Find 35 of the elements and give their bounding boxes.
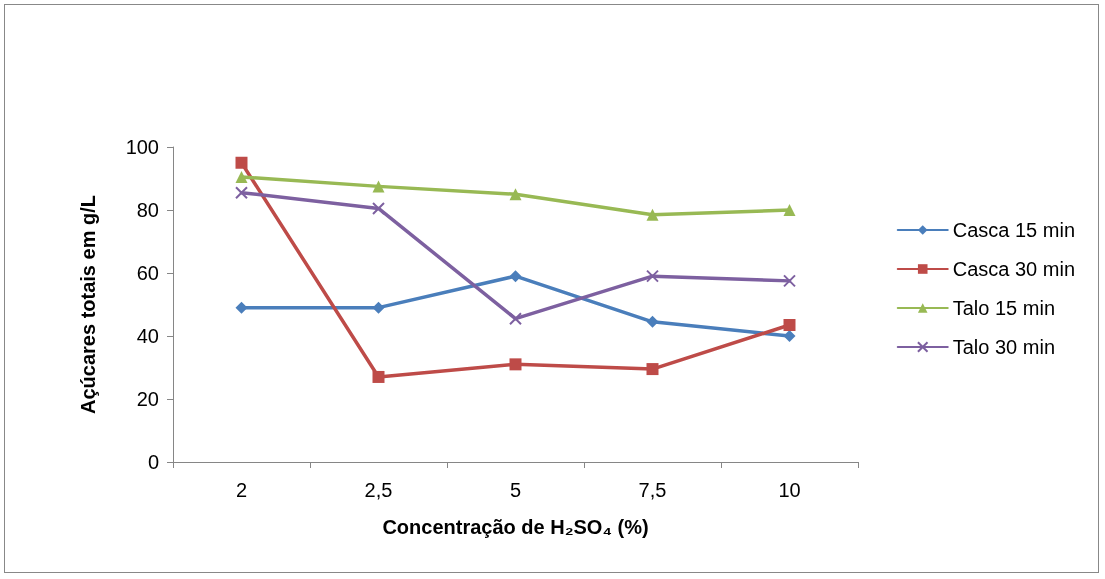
y-tick-label: 60 bbox=[136, 262, 159, 284]
y-tick-label: 100 bbox=[125, 136, 159, 158]
x-tick-label: 10 bbox=[778, 479, 801, 501]
point bbox=[783, 318, 796, 331]
point bbox=[783, 204, 796, 216]
point bbox=[509, 358, 522, 371]
x-axis-title: Concentração de H₂SO₄ (%) bbox=[382, 516, 649, 538]
point bbox=[646, 363, 659, 376]
y-axis-title: Açúcares totais em g/L bbox=[77, 195, 99, 414]
point bbox=[783, 274, 796, 288]
point bbox=[646, 269, 659, 283]
point bbox=[235, 186, 248, 200]
point bbox=[646, 208, 659, 221]
point bbox=[372, 201, 385, 215]
x-tick-label: 2,5 bbox=[364, 479, 393, 501]
legend-label: Talo 30 min bbox=[952, 336, 1056, 358]
y-tick-label: 40 bbox=[136, 325, 159, 347]
point bbox=[235, 156, 248, 169]
point bbox=[646, 315, 659, 328]
y-tick-label: 20 bbox=[136, 388, 159, 410]
x-tick-label: 5 bbox=[509, 479, 522, 501]
point bbox=[783, 330, 796, 342]
legend-label: Talo 15 min bbox=[952, 297, 1056, 319]
y-tick-label: 0 bbox=[147, 451, 159, 473]
point bbox=[235, 170, 248, 183]
point bbox=[372, 180, 385, 193]
legend-label: Casca 30 min bbox=[952, 258, 1076, 280]
point bbox=[509, 312, 522, 326]
y-tick-label: 80 bbox=[136, 199, 159, 221]
point bbox=[509, 188, 522, 201]
legend-label: Casca 15 min bbox=[952, 219, 1076, 241]
x-tick-label: 7,5 bbox=[638, 479, 667, 501]
point bbox=[372, 370, 385, 383]
point bbox=[509, 270, 522, 283]
x-tick-label: 2 bbox=[235, 479, 248, 501]
